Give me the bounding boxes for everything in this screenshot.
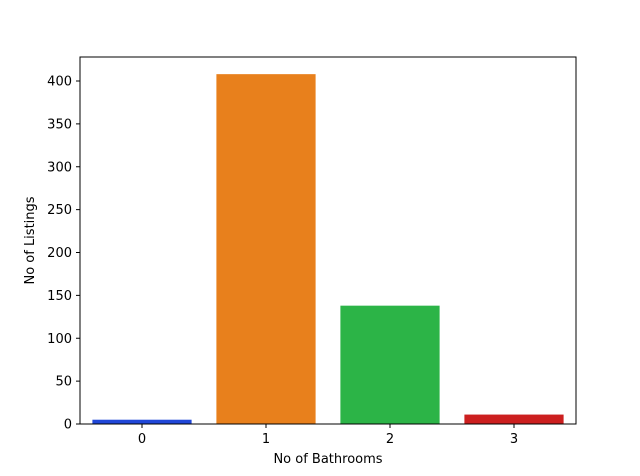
- y-tick-label: 300: [47, 160, 72, 175]
- plot-frame: [79, 56, 577, 425]
- y-tick-label: 100: [47, 332, 72, 347]
- x-axis-ticks: 0 1 2 3: [138, 424, 518, 447]
- x-tick-label: 1: [262, 432, 270, 447]
- y-tick-label: 50: [55, 375, 72, 390]
- x-tick-label: 2: [386, 432, 394, 447]
- y-axis-ticks: 0 50 100 150 200 250 300 350 400: [47, 75, 80, 433]
- bar-3: [464, 414, 564, 424]
- y-tick-label: 400: [47, 75, 72, 90]
- y-tick-label: 200: [47, 246, 72, 261]
- y-tick-label: 0: [64, 418, 72, 433]
- bar-0: [92, 419, 192, 424]
- y-tick-label: 250: [47, 203, 72, 218]
- x-axis-label: No of Bathrooms: [273, 452, 382, 467]
- x-tick-label: 3: [510, 432, 518, 447]
- bars-group: [92, 74, 564, 424]
- y-axis-label: No of Listings: [23, 196, 38, 284]
- y-tick-label: 150: [47, 289, 72, 304]
- bar-2: [340, 305, 440, 424]
- x-tick-label: 0: [138, 432, 146, 447]
- bar-1: [216, 74, 316, 424]
- y-tick-label: 350: [47, 117, 72, 132]
